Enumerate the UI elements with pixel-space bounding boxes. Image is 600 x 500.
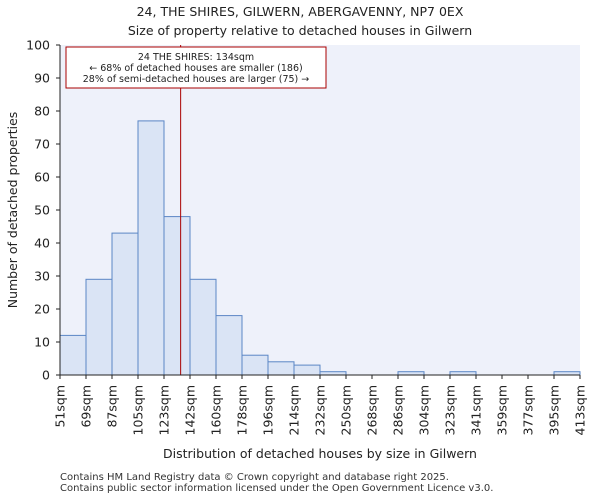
annotation-line-2: ← 68% of detached houses are smaller (18… bbox=[89, 63, 302, 74]
bar-214sqm bbox=[293, 364, 321, 376]
annotation-line-1: 24 THE SHIRES: 134sqm bbox=[138, 52, 254, 63]
x-tick-label: 232sqm bbox=[313, 385, 328, 435]
bar-178sqm bbox=[241, 354, 269, 376]
bar-51sqm bbox=[59, 334, 87, 376]
x-tick-label: 286sqm bbox=[391, 385, 406, 435]
y-tick-label: 60 bbox=[34, 170, 50, 185]
x-tick-label: 304sqm bbox=[417, 385, 432, 435]
x-tick-label: 87sqm bbox=[105, 385, 120, 428]
x-tick-label: 377sqm bbox=[521, 385, 536, 435]
y-axis-label: Number of detached properties bbox=[5, 112, 20, 309]
x-tick-label: 413sqm bbox=[573, 385, 588, 435]
x-tick-label: 123sqm bbox=[157, 385, 172, 435]
x-tick-label: 214sqm bbox=[287, 385, 302, 435]
x-tick-label: 142sqm bbox=[183, 385, 198, 435]
annotation-box: 24 THE SHIRES: 134sqm ← 68% of detached … bbox=[65, 46, 327, 89]
y-tick-label: 30 bbox=[34, 269, 50, 284]
x-tick-label: 69sqm bbox=[79, 385, 94, 428]
y-tick-label: 90 bbox=[34, 71, 50, 86]
y-tick-label: 20 bbox=[34, 302, 50, 317]
x-tick-label: 250sqm bbox=[339, 385, 354, 435]
chart-subtitle: Size of property relative to detached ho… bbox=[127, 23, 473, 38]
bar-142sqm bbox=[189, 278, 217, 376]
bars-group bbox=[59, 120, 581, 376]
chart-title: 24, THE SHIRES, GILWERN, ABERGAVENNY, NP… bbox=[136, 4, 464, 19]
bar-123sqm bbox=[163, 216, 191, 376]
y-ticks-group: 0 10 20 30 40 50 60 70 80 90 100 bbox=[26, 38, 60, 383]
x-tick-label: 196sqm bbox=[261, 385, 276, 435]
x-tick-label: 359sqm bbox=[495, 385, 510, 435]
y-tick-label: 50 bbox=[34, 203, 50, 218]
footer-attribution: Contains HM Land Registry data © Crown c… bbox=[60, 472, 494, 494]
bar-160sqm bbox=[215, 315, 243, 376]
footer-line-1: Contains HM Land Registry data © Crown c… bbox=[60, 472, 449, 483]
x-tick-label: 323sqm bbox=[443, 385, 458, 435]
x-tick-label: 395sqm bbox=[547, 385, 562, 435]
x-tick-label: 178sqm bbox=[235, 385, 250, 435]
y-tick-label: 100 bbox=[26, 38, 50, 53]
y-tick-label: 70 bbox=[34, 137, 50, 152]
annotation-frame bbox=[65, 46, 327, 89]
footer-line-2: Contains public sector information licen… bbox=[60, 482, 494, 494]
bar-196sqm bbox=[267, 361, 295, 376]
x-tick-label: 160sqm bbox=[209, 385, 224, 435]
chart-title-block: 24, THE SHIRES, GILWERN, ABERGAVENNY, NP… bbox=[0, 2, 600, 40]
x-tick-label: 341sqm bbox=[469, 385, 484, 435]
x-tick-label: 105sqm bbox=[131, 385, 146, 435]
x-tick-label: 51sqm bbox=[53, 385, 68, 428]
y-tick-label: 10 bbox=[34, 335, 50, 350]
x-tick-label: 268sqm bbox=[365, 385, 380, 435]
x-axis-label: Distribution of detached houses by size … bbox=[163, 446, 477, 461]
annotation-line-3: 28% of semi-detached houses are larger (… bbox=[83, 74, 310, 85]
y-tick-label: 0 bbox=[42, 368, 50, 383]
y-tick-label: 40 bbox=[34, 236, 50, 251]
bar-87sqm bbox=[111, 232, 139, 376]
y-tick-label: 80 bbox=[34, 104, 50, 119]
bar-105sqm bbox=[137, 120, 165, 376]
x-ticks-group: 51sqm 69sqm 87sqm 105sqm 123sqm 142sqm 160sqm 1… bbox=[53, 375, 588, 435]
bar-69sqm bbox=[85, 278, 113, 376]
